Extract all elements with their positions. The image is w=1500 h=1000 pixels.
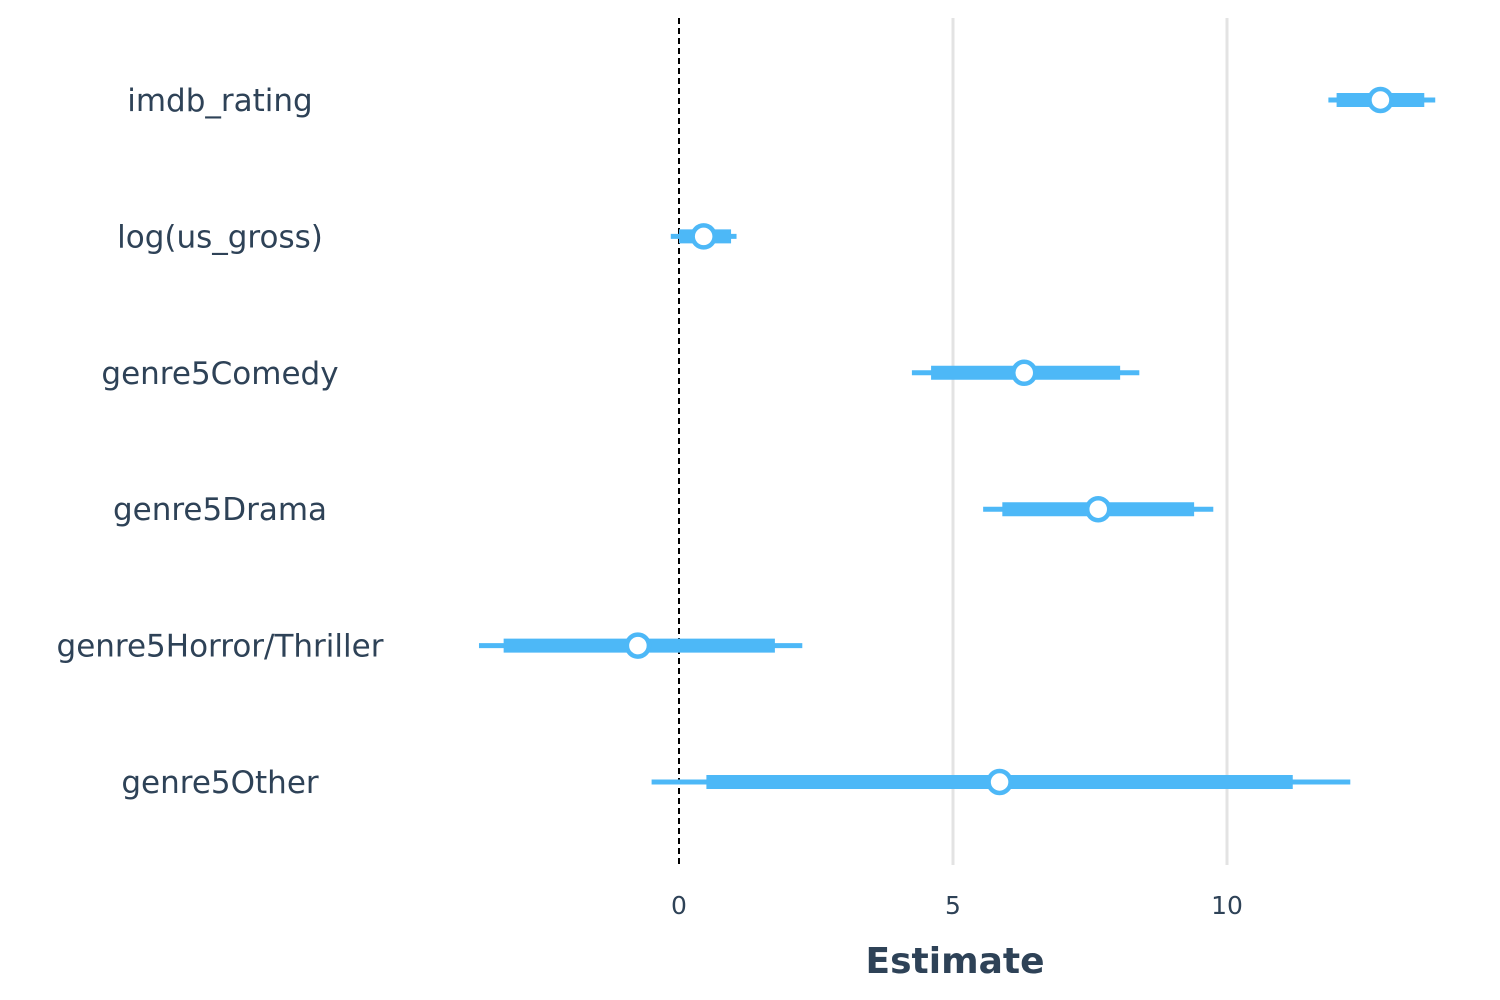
x-tick-label: 10 bbox=[1211, 891, 1243, 920]
estimate-point bbox=[986, 768, 1013, 796]
x-axis-title: Estimate bbox=[866, 941, 1045, 982]
estimate-point bbox=[624, 632, 652, 659]
term-label: genre5Horror/Thriller bbox=[57, 629, 384, 665]
term-row-imdb-rating bbox=[1328, 86, 1436, 114]
term-row-genre5other bbox=[651, 768, 1351, 796]
estimate-point bbox=[1367, 86, 1394, 114]
intervals bbox=[478, 86, 1436, 796]
term-label: log(us_gross) bbox=[117, 219, 323, 255]
term-label: genre5Drama bbox=[113, 492, 327, 528]
x-tick-label: 5 bbox=[945, 891, 961, 920]
term-row-genre5horror-thriller bbox=[478, 632, 803, 659]
term-label: imdb_rating bbox=[127, 83, 313, 119]
estimate-point bbox=[1084, 495, 1112, 523]
gridlines bbox=[951, 18, 1229, 865]
term-row-genre5drama bbox=[983, 495, 1214, 523]
term-label: genre5Comedy bbox=[101, 356, 338, 392]
estimate-point bbox=[1010, 359, 1038, 387]
x-tick-labels: 0 5 10 bbox=[671, 891, 1243, 920]
term-labels: imdb_rating log(us_gross) genre5Comedy genr… bbox=[57, 83, 384, 801]
term-row-log-us-gross bbox=[670, 223, 737, 250]
estimate-point bbox=[690, 223, 717, 250]
term-row-genre5comedy bbox=[911, 359, 1140, 387]
term-label: genre5Other bbox=[121, 765, 319, 801]
x-tick-label: 0 bbox=[671, 891, 687, 920]
